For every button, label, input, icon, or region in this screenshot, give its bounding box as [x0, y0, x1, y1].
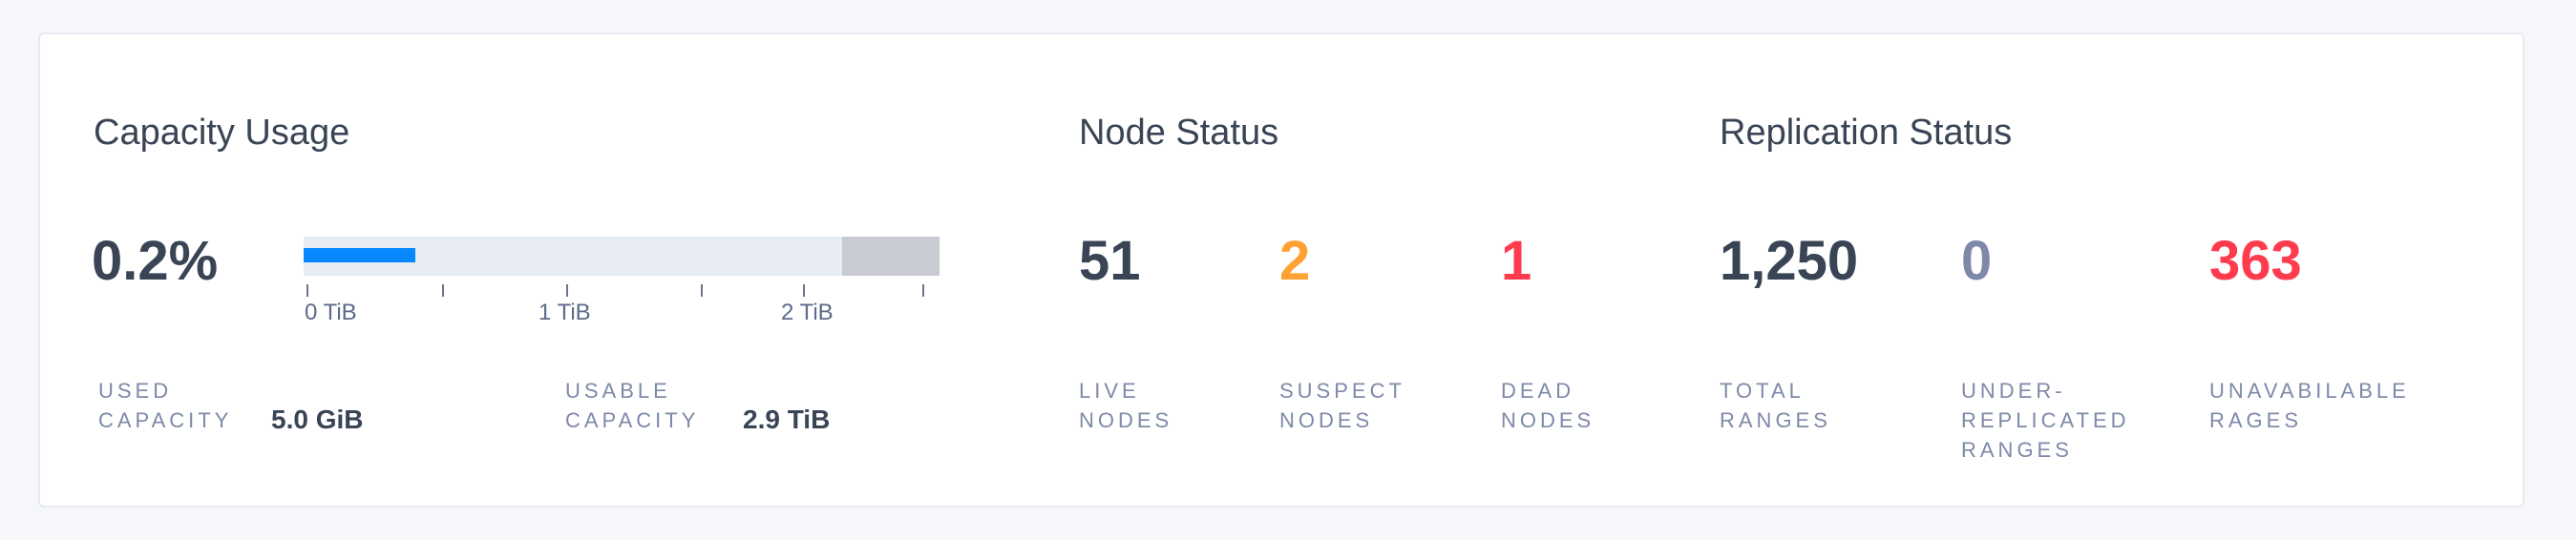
under-replicated-value: 0 [1961, 230, 1993, 292]
axis-tick [803, 284, 805, 297]
axis-tick [442, 284, 444, 297]
axis-label: 1 TiB [538, 300, 591, 325]
usable-capacity-value: 2.9 TiB [743, 405, 831, 434]
capacity-usage-title: Capacity Usage [94, 113, 350, 153]
label-line: LIVE [1079, 379, 1140, 403]
axis-tick [701, 284, 703, 297]
suspect-nodes-label: SUSPECT NODES [1279, 376, 1405, 435]
capacity-bar-reserved [842, 237, 940, 276]
usable-capacity-label: USABLE CAPACITY [565, 376, 699, 435]
dead-nodes-label: DEAD NODES [1501, 376, 1594, 435]
axis-tick [306, 284, 308, 297]
capacity-bar-used [304, 248, 415, 262]
label-line: USED [98, 379, 173, 403]
capacity-bar [304, 237, 940, 276]
label-line: REPLICATED [1961, 408, 2130, 432]
label-line: NODES [1279, 408, 1374, 432]
label-line: RAGES [2209, 408, 2303, 432]
axis-tick [922, 284, 924, 297]
suspect-nodes-value: 2 [1279, 230, 1311, 292]
label-line: CAPACITY [98, 408, 233, 432]
label-line: NODES [1079, 408, 1173, 432]
label-line: NODES [1501, 408, 1595, 432]
replication-status-title: Replication Status [1720, 113, 2013, 153]
label-line: TOTAL [1720, 379, 1805, 403]
label-line: UNDER- [1961, 379, 2066, 403]
label-line: RANGES [1961, 438, 2073, 462]
axis-tick [566, 284, 568, 297]
total-ranges-value: 1,250 [1720, 230, 1859, 292]
label-line: SUSPECT [1279, 379, 1405, 403]
axis-label: 0 TiB [305, 300, 357, 325]
used-capacity-value: 5.0 GiB [271, 405, 364, 434]
label-line: USABLE [565, 379, 671, 403]
total-ranges-label: TOTAL RANGES [1720, 376, 1831, 435]
label-line: DEAD [1501, 379, 1575, 403]
label-line: CAPACITY [565, 408, 700, 432]
unavailable-ranges-value: 363 [2209, 230, 2302, 292]
live-nodes-label: LIVE NODES [1079, 376, 1172, 435]
label-line: RANGES [1720, 408, 1831, 432]
node-status-title: Node Status [1079, 113, 1279, 153]
dead-nodes-value: 1 [1501, 230, 1532, 292]
used-capacity-label: USED CAPACITY [98, 376, 232, 435]
live-nodes-value: 51 [1079, 230, 1141, 292]
capacity-percent: 0.2% [92, 230, 219, 292]
axis-label: 2 TiB [781, 300, 834, 325]
label-line: UNAVABILABLE [2209, 379, 2410, 403]
unavailable-ranges-label: UNAVABILABLE RAGES [2209, 376, 2410, 435]
under-replicated-label: UNDER- REPLICATED RANGES [1961, 376, 2130, 465]
